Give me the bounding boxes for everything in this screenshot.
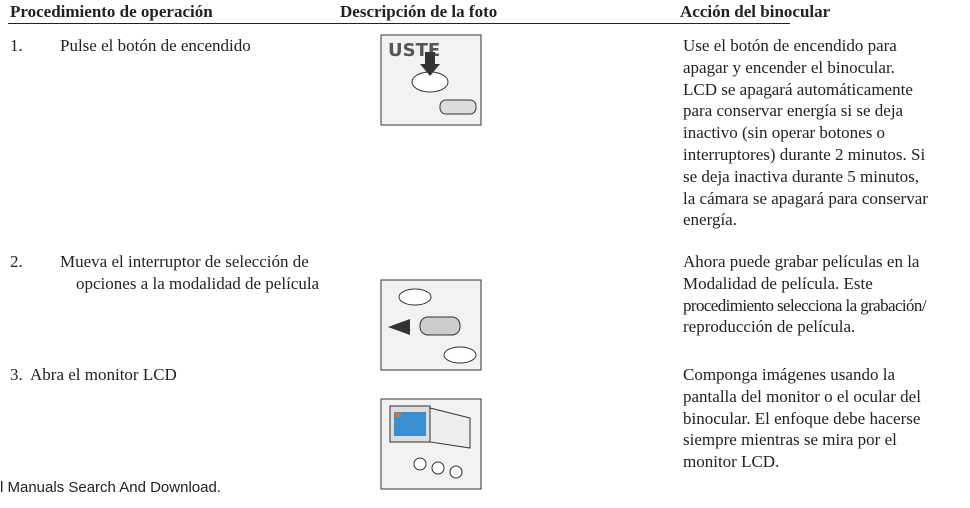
- action-text: inactivo (sin operar botones o: [683, 123, 886, 143]
- footer-text: l Manuals Search And Download.: [0, 479, 221, 496]
- action-text: siempre mientras se mira por el: [683, 430, 897, 450]
- action-text: LCD se apagará automáticamente: [683, 79, 913, 99]
- action-text: Componga imágenes usando la: [683, 365, 895, 384]
- action-text: Use el botón de encendido para: [683, 36, 897, 55]
- step-number: 1.: [10, 36, 23, 55]
- operation-text: Mueva el interruptor de selección de: [60, 252, 309, 271]
- action-text: reproducción de película.: [683, 317, 856, 337]
- photo-lcd-monitor: [380, 398, 482, 490]
- action-text: apagar y encender el binocular.: [683, 57, 895, 77]
- operation-text: Abra el monitor LCD: [30, 365, 177, 384]
- action-text: la cámara se apagará para conservar: [683, 188, 928, 208]
- step-number: 3.: [10, 365, 23, 384]
- action-text: se deja inactiva durante 5 minutos,: [683, 166, 920, 186]
- action-text: energía.: [683, 210, 737, 230]
- column-header: Descripción de la foto: [340, 2, 498, 21]
- action-text: monitor LCD.: [683, 452, 780, 472]
- action-text: binocular. El enfoque debe hacerse: [683, 408, 921, 428]
- action-text: procedimiento selecciona la grabación/: [683, 295, 927, 315]
- operation-text: opciones a la modalidad de película: [76, 273, 320, 293]
- column-header: Acción del binocular: [680, 2, 831, 21]
- step-number: 2.: [10, 252, 23, 271]
- photo-power-button: USTE: [380, 34, 482, 126]
- action-text: pantalla del monitor o el ocular del: [683, 386, 921, 406]
- action-text: interruptores) durante 2 minutos. Si: [683, 145, 926, 164]
- operation-text: Pulse el botón de encendido: [60, 36, 251, 55]
- photo-mode-switch: [380, 279, 482, 371]
- action-text: Ahora puede grabar películas en la: [683, 252, 920, 271]
- column-header: Procedimiento de operación: [10, 2, 213, 21]
- action-text: para conservar energía si se deja: [683, 101, 904, 121]
- action-text: Modalidad de película. Este: [683, 273, 873, 293]
- header-rule: [8, 23, 790, 24]
